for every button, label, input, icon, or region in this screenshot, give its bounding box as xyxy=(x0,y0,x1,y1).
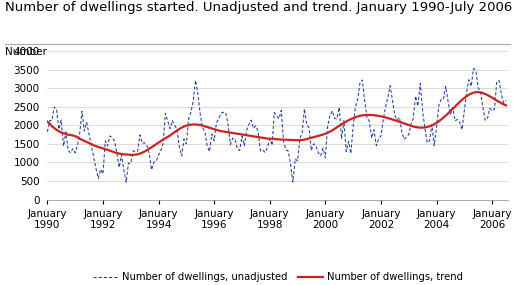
Line: Number of dwellings, unadjusted: Number of dwellings, unadjusted xyxy=(47,68,506,182)
Legend: Number of dwellings, unadjusted, Number of dwellings, trend: Number of dwellings, unadjusted, Number … xyxy=(89,268,467,285)
Text: Number: Number xyxy=(5,47,47,57)
Line: Number of dwellings, trend: Number of dwellings, trend xyxy=(47,92,506,155)
Text: Number of dwellings started. Unadjusted and trend. January 1990-July 2006: Number of dwellings started. Unadjusted … xyxy=(5,1,512,15)
